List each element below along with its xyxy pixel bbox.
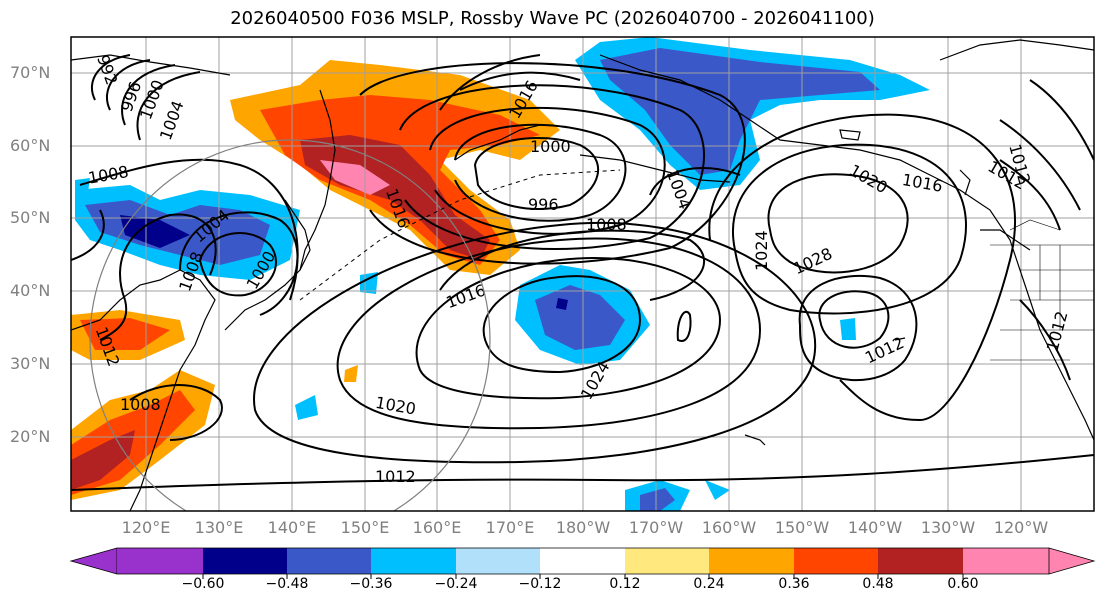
colorbar-bin — [203, 548, 287, 574]
political-borders — [990, 219, 1094, 361]
colorbar-max-extend — [1048, 547, 1096, 575]
lon-label-170w: 170°W — [628, 518, 684, 537]
colorbar-bin — [878, 548, 963, 574]
lon-label-130e: 130°E — [194, 518, 244, 537]
colorbar-tick-label: 0.36 — [778, 576, 810, 592]
lon-label-140w: 140°W — [847, 518, 903, 537]
colorbar-tick-label: 0.60 — [947, 576, 979, 592]
colorbar-tick-label: 0.12 — [609, 576, 641, 592]
colorbar-bin — [456, 548, 540, 574]
isobar-label-1012: 1012 — [375, 467, 416, 486]
lat-label-50n: 50°N — [10, 208, 51, 227]
lat-label-30n: 30°N — [10, 354, 51, 373]
map-panel: 992 996 1000 1004 1008 1004 1008 1000 10… — [71, 37, 1094, 511]
isobar-label-1008: 1008 — [120, 395, 161, 414]
map-title: 2026040500 F036 MSLP, Rossby Wave PC (20… — [230, 8, 875, 29]
lon-label-140e: 140°E — [267, 518, 317, 537]
colorbar-tick-label: 0.48 — [862, 576, 894, 592]
lat-label-20n: 20°N — [10, 427, 51, 446]
colorbar-bin — [794, 548, 878, 574]
colorbar-tick-label: 0.24 — [693, 576, 725, 592]
colorbar-bin — [963, 548, 1049, 574]
lat-label-60n: 60°N — [10, 136, 51, 155]
anomaly-fill-positive — [71, 60, 560, 500]
colorbar-bin — [287, 548, 371, 574]
lon-label-130w: 130°W — [920, 518, 976, 537]
isobars — [71, 54, 1094, 491]
dashed-track — [299, 169, 621, 301]
colorbar — [69, 547, 1096, 579]
colorbar-tick-label: −0.60 — [181, 576, 225, 592]
isobar-label-1024: 1024 — [752, 230, 771, 271]
lon-label-120w: 120°W — [993, 518, 1049, 537]
isobar-label-996: 996 — [528, 195, 559, 214]
lat-label-70n: 70°N — [10, 63, 51, 82]
lon-label-160w: 160°W — [701, 518, 757, 537]
colorbar-min-extend — [69, 547, 118, 575]
lon-label-120e: 120°E — [121, 518, 171, 537]
lon-label-150w: 150°W — [774, 518, 830, 537]
colorbar-bin — [371, 548, 456, 574]
colorbar-bin — [117, 548, 203, 574]
lon-label-160e: 160°E — [412, 518, 462, 537]
colorbar-bin — [540, 548, 625, 574]
lat-label-40n: 40°N — [10, 281, 51, 300]
lon-label-150e: 150°E — [340, 518, 390, 537]
colorbar-tick-label: −0.48 — [265, 576, 309, 592]
colorbar-tick-label: −0.36 — [349, 576, 393, 592]
region-circle — [89, 139, 491, 511]
colorbar-bin — [709, 548, 794, 574]
isobar-label-1008: 1008 — [586, 215, 627, 234]
lon-label-180w: 180°W — [555, 518, 611, 537]
colorbar-tick-label: −0.12 — [518, 576, 562, 592]
colorbar-bin — [625, 548, 709, 574]
isobar-label-1000: 1000 — [530, 137, 571, 156]
colorbar-tick-label: −0.24 — [434, 576, 478, 592]
coastlines — [71, 39, 1094, 511]
lon-label-170e: 170°E — [485, 518, 535, 537]
map-frame — [70, 36, 1095, 512]
